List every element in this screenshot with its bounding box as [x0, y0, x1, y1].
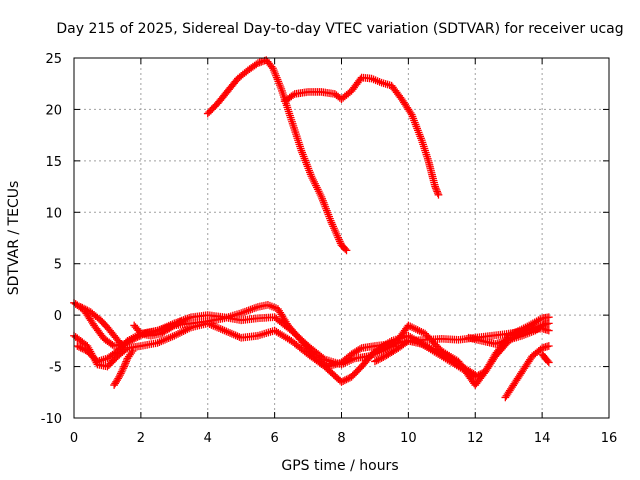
series-arc-low-5	[110, 347, 137, 389]
data-point	[544, 313, 553, 322]
data-point	[89, 353, 97, 361]
series-arc-low-4	[76, 303, 125, 348]
chart-title: Day 215 of 2025, Sidereal Day-to-day VTE…	[56, 21, 623, 37]
data-point	[84, 348, 93, 357]
y-tick-labels: -10 -5 0 5 10 15 20 25	[41, 52, 62, 427]
data-point	[107, 358, 116, 367]
x-tick-label: 12	[467, 431, 484, 446]
data-point	[115, 345, 123, 354]
y-axis-title: SDTVAR / TECUs	[6, 181, 22, 296]
data-point	[209, 103, 218, 112]
data-point	[83, 347, 92, 355]
data-point	[471, 370, 480, 379]
data-point	[544, 326, 553, 335]
data-point	[203, 109, 212, 118]
data-point	[128, 347, 137, 355]
data-point	[544, 342, 553, 350]
series-arc-low-10	[538, 350, 553, 367]
data-point	[349, 371, 357, 380]
data-point	[177, 317, 185, 326]
x-tick-label: 4	[204, 431, 212, 446]
x-tick-label: 16	[601, 431, 618, 446]
data-point	[113, 347, 122, 355]
x-tick-label: 2	[137, 431, 145, 446]
x-tick-label: 6	[270, 431, 278, 446]
x-tick-label: 14	[534, 431, 551, 446]
data-point	[116, 340, 125, 348]
series-arc-low-3	[73, 311, 553, 389]
y-tick-label: 20	[45, 103, 62, 118]
series-arc-high-1	[203, 56, 351, 255]
data-point	[347, 373, 356, 381]
data-point	[341, 245, 350, 253]
data-point	[354, 365, 363, 374]
series-arc-low-7	[371, 337, 480, 379]
y-tick-label: -5	[49, 361, 62, 376]
x-tick-label: 8	[337, 431, 345, 446]
data-point	[205, 108, 214, 116]
data-point	[543, 357, 552, 365]
data-point	[434, 190, 443, 199]
series-arc-low-6	[130, 317, 185, 340]
data-point	[105, 361, 113, 369]
series-arc-low-8	[464, 319, 550, 348]
x-tick-label: 0	[70, 431, 78, 446]
data-point	[117, 342, 126, 351]
y-tick-label: 25	[45, 52, 62, 67]
data-point	[103, 362, 112, 371]
data-point	[106, 359, 115, 368]
y-tick-label: 0	[54, 309, 62, 324]
data-point	[87, 351, 96, 360]
data-point	[541, 319, 550, 328]
x-tick-labels: 0 2 4 6 8 10 12 14 16	[70, 431, 617, 446]
tick-marks	[73, 57, 610, 419]
data-series	[70, 56, 553, 402]
data-point	[350, 370, 359, 378]
series-arc-low-9	[501, 342, 553, 402]
data-point	[90, 354, 99, 363]
data-point	[544, 358, 553, 367]
data-point	[208, 105, 216, 113]
data-point	[109, 356, 118, 365]
series-arc-high-2	[280, 73, 443, 199]
x-tick-label: 10	[400, 431, 417, 446]
grid	[74, 58, 609, 418]
data-point	[206, 106, 215, 115]
x-axis-title: GPS time / hours	[281, 458, 398, 474]
y-tick-label: 10	[45, 206, 62, 221]
data-point	[353, 367, 362, 375]
y-tick-label: 5	[54, 258, 62, 273]
data-point	[211, 102, 219, 111]
plot-frame	[73, 57, 610, 419]
y-tick-label: 15	[45, 155, 62, 170]
data-point	[351, 368, 360, 377]
y-tick-label: -10	[41, 412, 62, 427]
data-point	[86, 350, 95, 358]
data-point	[342, 246, 351, 255]
